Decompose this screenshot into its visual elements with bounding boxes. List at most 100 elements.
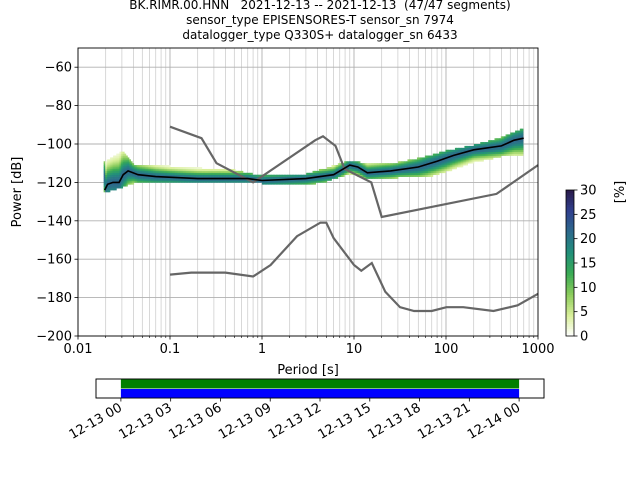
ppsd-cell (284, 180, 287, 183)
ppsd-cell (341, 172, 343, 176)
ppsd-cell (475, 151, 478, 154)
ppsd-cell (396, 172, 399, 176)
ppsd-cell (127, 172, 130, 176)
ppsd-cell (375, 176, 378, 179)
colorbar-segment (566, 301, 574, 305)
ppsd-cell (125, 176, 128, 179)
ppsd-cell (518, 149, 521, 152)
ppsd-cell (393, 165, 396, 168)
ppsd-cell (238, 170, 241, 174)
ppsd-cell (155, 168, 158, 172)
ppsd-cell (179, 180, 182, 183)
ppsd-cell (170, 172, 173, 176)
ppsd-cell (204, 168, 207, 172)
ppsd-cell (502, 140, 505, 143)
colorbar-segment (566, 243, 574, 247)
ppsd-cell (415, 174, 418, 177)
ppsd-cell (128, 172, 131, 176)
ppsd-cell (285, 182, 288, 185)
ppsd-cell (269, 174, 272, 177)
ppsd-cell (440, 155, 443, 158)
ppsd-cell (113, 182, 116, 185)
ppsd-cell (106, 174, 109, 177)
ppsd-cell (222, 178, 225, 181)
ppsd-cell (168, 180, 171, 183)
ppsd-cell (168, 178, 171, 181)
ppsd-cell (192, 172, 195, 176)
ppsd-cell (467, 155, 470, 158)
ppsd-cell (407, 174, 410, 177)
ppsd-cell (464, 159, 467, 162)
ppsd-cell (445, 153, 448, 156)
ppsd-cell (356, 167, 359, 170)
ppsd-cell (505, 138, 508, 141)
ppsd-cell (336, 172, 339, 176)
ppsd-cell (508, 140, 511, 143)
ppsd-cell (355, 170, 358, 174)
ppsd-cell (258, 180, 261, 183)
ppsd-cell (121, 165, 124, 168)
ppsd-cell (399, 174, 402, 177)
ppsd-cell (178, 174, 181, 177)
ppsd-cell (154, 172, 157, 176)
ppsd-cell (317, 174, 320, 177)
ppsd-cell (312, 172, 315, 176)
ppsd-cell (124, 163, 127, 166)
ppsd-cell (132, 182, 135, 185)
ppsd-cell (320, 168, 323, 172)
ppsd-cell (485, 153, 487, 156)
ppsd-cell (355, 161, 358, 164)
colorbar-segment (566, 289, 574, 293)
ppsd-cell (480, 142, 483, 145)
ppsd-cell (521, 138, 524, 141)
ppsd-cell (336, 176, 339, 179)
ppsd-cell (458, 151, 461, 154)
ppsd-cell (393, 174, 396, 177)
ppsd-cell (333, 174, 336, 177)
ppsd-cell (454, 161, 457, 164)
ppsd-cell (119, 172, 122, 176)
ppsd-cell (246, 172, 249, 176)
ppsd-cell (127, 170, 130, 174)
ppsd-cell (171, 168, 174, 172)
ppsd-cell (233, 174, 236, 177)
ppsd-cell (146, 176, 149, 179)
ppsd-cell (231, 176, 234, 179)
ppsd-cell (133, 176, 136, 179)
ppsd-cell (195, 170, 198, 174)
ppsd-cell (106, 159, 109, 162)
ppsd-cell (200, 168, 203, 172)
ppsd-cell (416, 159, 419, 162)
ppsd-cell (136, 170, 139, 174)
ppsd-cell (481, 157, 484, 160)
ppsd-cell (178, 168, 181, 172)
ppsd-cell (439, 165, 442, 168)
ppsd-cell (255, 176, 258, 179)
ppsd-cell (211, 174, 214, 177)
ppsd-cell (113, 174, 116, 177)
ppsd-cell (416, 165, 419, 168)
ppsd-cell (246, 180, 249, 183)
ppsd-cell (228, 178, 231, 181)
ppsd-cell (439, 157, 442, 160)
ppsd-cell (222, 172, 225, 176)
ppsd-cell (513, 151, 516, 154)
ppsd-cell (450, 168, 453, 172)
ppsd-cell (518, 153, 521, 156)
ppsd-cell (456, 163, 459, 166)
colorbar-segment (566, 294, 574, 298)
ppsd-cell (497, 147, 500, 151)
ppsd-cell (516, 134, 519, 137)
ppsd-cell (401, 161, 404, 164)
ppsd-cell (500, 138, 503, 141)
ppsd-cell (393, 176, 396, 179)
ppsd-cell (447, 151, 450, 154)
ppsd-cell (151, 167, 154, 170)
ppsd-cell (227, 176, 230, 179)
ppsd-cell (166, 168, 169, 172)
ppsd-cell (448, 168, 451, 172)
ppsd-cell (141, 172, 144, 176)
ppsd-cell (261, 176, 264, 179)
ppsd-cell (434, 159, 437, 162)
